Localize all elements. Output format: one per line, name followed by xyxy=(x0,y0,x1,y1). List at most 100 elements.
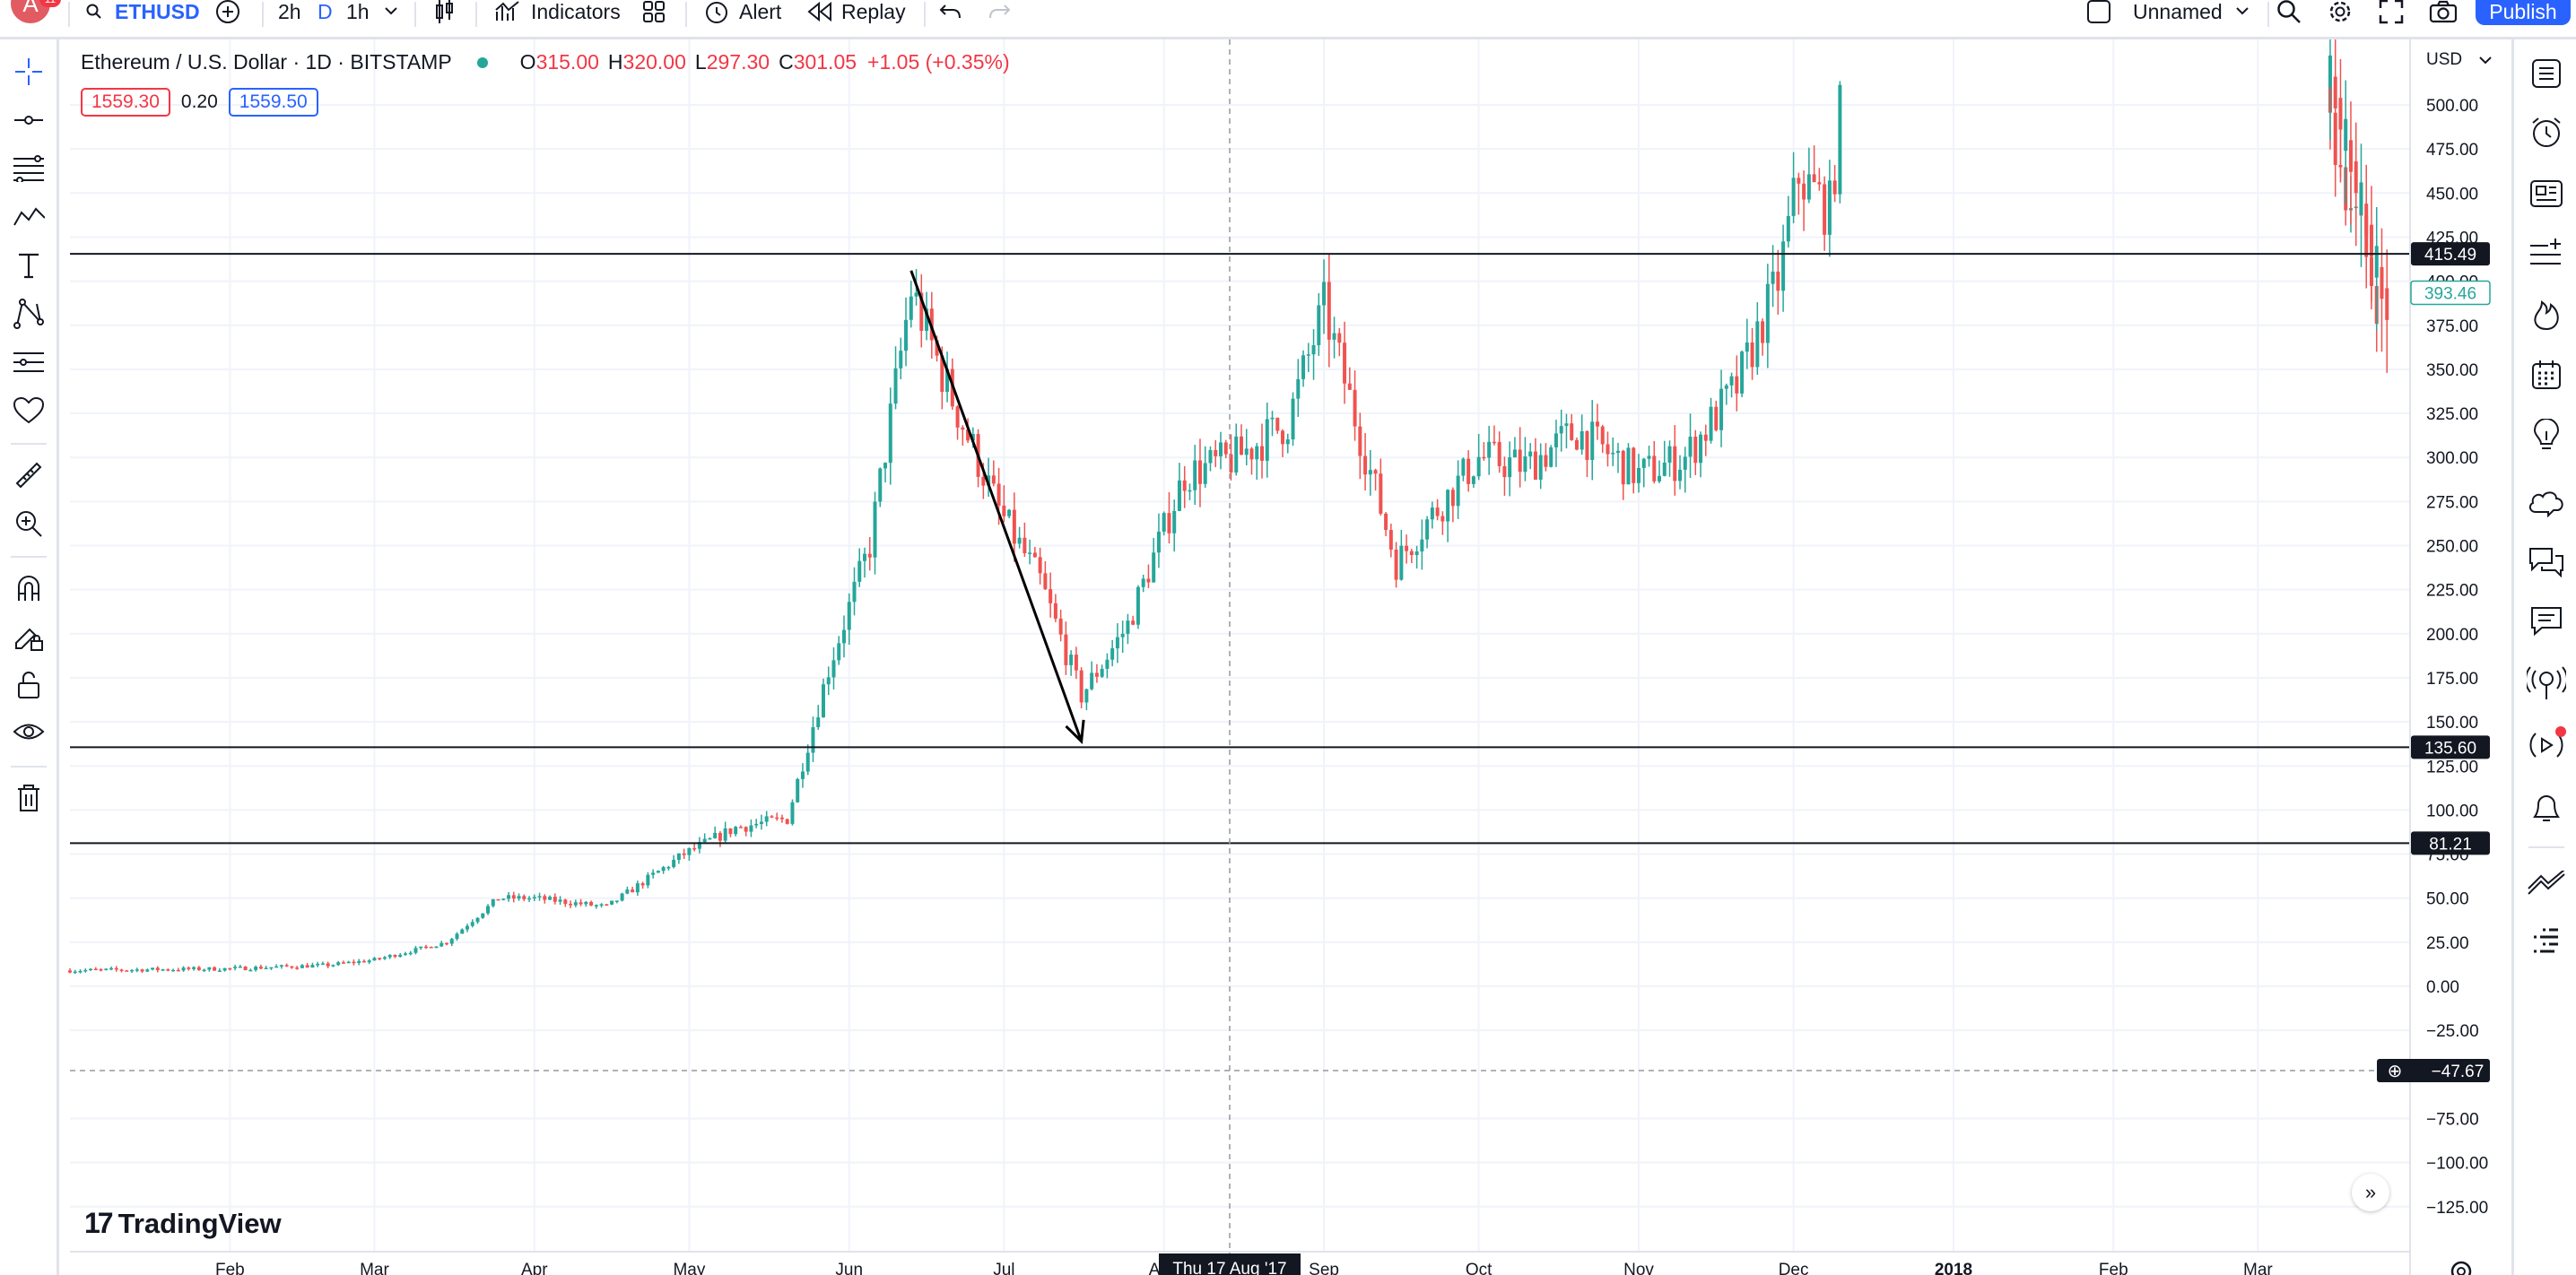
buy-sell-box[interactable]: 1559.30 0.20 1559.50 xyxy=(81,88,318,117)
candle-body xyxy=(1641,458,1646,468)
price-scale[interactable] xyxy=(2410,39,2511,1275)
layouts-button[interactable] xyxy=(642,0,666,23)
price-axis-labels: 415.49 135.60 81.21 393.46 ⊕ −47.67 xyxy=(2377,242,2491,1082)
tradingview-logo[interactable]: 17 TradingView xyxy=(84,1207,282,1240)
notifications-button[interactable] xyxy=(2527,787,2566,827)
measure-tool[interactable] xyxy=(13,459,45,491)
chevron-down-icon[interactable] xyxy=(2479,56,2492,65)
interval-2h[interactable]: 2h xyxy=(278,0,301,23)
currency-label[interactable]: USD xyxy=(2426,50,2462,69)
fullscreen-button[interactable] xyxy=(2379,0,2404,24)
interval-d[interactable]: D xyxy=(318,0,333,23)
legend-title[interactable]: Ethereum / U.S. Dollar · 1D · BITSTAMP xyxy=(81,50,452,74)
interval-d-label[interactable]: D xyxy=(318,0,333,23)
chart-type-button[interactable] xyxy=(434,0,456,23)
live-button[interactable] xyxy=(2527,724,2566,764)
publish-button[interactable]: Publish xyxy=(2476,0,2571,25)
candle-body xyxy=(83,969,88,972)
watchlist-button[interactable] xyxy=(2527,54,2566,93)
ideas-button[interactable] xyxy=(2527,416,2566,455)
alert-label[interactable]: Alert xyxy=(739,0,782,23)
candle-body xyxy=(816,717,821,728)
symbol-label[interactable]: ETHUSD xyxy=(115,0,200,23)
add-list-button[interactable] xyxy=(2527,233,2566,273)
hotlists-button[interactable] xyxy=(2527,294,2566,334)
interval-dropdown[interactable] xyxy=(384,0,398,23)
candle-body xyxy=(1347,383,1352,390)
lock-all-tool[interactable] xyxy=(13,669,45,701)
crosshair-tool[interactable] xyxy=(13,56,45,88)
layout-name[interactable]: Unnamed xyxy=(2133,0,2223,23)
fib-tool[interactable] xyxy=(13,152,45,185)
settings-gear-icon[interactable] xyxy=(2450,1261,2472,1275)
redo-button[interactable] xyxy=(988,0,1012,23)
indicators-label[interactable]: Indicators xyxy=(531,0,621,23)
trend-arrow-drawing[interactable] xyxy=(909,270,1085,744)
minds-button[interactable] xyxy=(2527,482,2566,522)
add-circle-icon[interactable]: ⊕ xyxy=(2388,1062,2403,1081)
alerts-button[interactable] xyxy=(2527,113,2566,152)
replay-label[interactable]: Replay xyxy=(841,0,906,23)
chart-legend[interactable]: Ethereum / U.S. Dollar · 1D · BITSTAMP O… xyxy=(81,50,1010,74)
candle-body xyxy=(1358,426,1362,456)
candle-body xyxy=(548,897,553,900)
prediction-tool[interactable] xyxy=(13,298,45,330)
candle-body xyxy=(987,475,991,486)
candle-body xyxy=(1017,537,1022,544)
zoom-in-tool[interactable] xyxy=(13,507,45,540)
text-tool[interactable] xyxy=(13,249,45,282)
candle-body xyxy=(1197,460,1202,484)
calendar-button[interactable] xyxy=(2527,355,2566,395)
candle-body xyxy=(1476,456,1481,477)
candle-body xyxy=(676,853,681,860)
candle-body xyxy=(790,802,795,824)
publish-label[interactable]: Publish xyxy=(2489,0,2557,23)
pattern-tool[interactable] xyxy=(13,201,45,233)
compare-button[interactable] xyxy=(215,0,240,23)
chats-button[interactable] xyxy=(2527,542,2566,581)
magnet-tool[interactable] xyxy=(13,572,45,604)
price-tick-label: 150.00 xyxy=(2426,714,2478,733)
candle-body xyxy=(1249,448,1254,460)
candle-body xyxy=(1384,513,1388,531)
candle-body xyxy=(764,816,769,822)
layout-selector[interactable]: Unnamed xyxy=(2086,0,2250,23)
candle-body xyxy=(893,368,898,404)
candle-body xyxy=(1399,545,1404,580)
messages-button[interactable] xyxy=(2527,601,2566,640)
undo-button[interactable] xyxy=(938,0,962,23)
candle-body xyxy=(1203,463,1207,484)
interval-1h-label[interactable]: 1h xyxy=(346,0,370,23)
hide-drawings-tool[interactable] xyxy=(13,717,45,750)
news-button[interactable] xyxy=(2527,174,2566,213)
candle-body xyxy=(1343,343,1347,384)
alert-button[interactable]: Alert xyxy=(703,0,781,23)
lock-drawings-tool[interactable] xyxy=(13,620,45,653)
remove-drawings-tool[interactable] xyxy=(13,782,45,814)
candle-body xyxy=(1058,618,1063,635)
streams-button[interactable] xyxy=(2527,664,2566,703)
replay-button[interactable]: Replay xyxy=(807,0,906,23)
sell-button[interactable]: 1559.30 xyxy=(81,88,170,117)
dom-button[interactable] xyxy=(2527,924,2566,963)
interval-2h-label[interactable]: 2h xyxy=(278,0,301,23)
candle-body xyxy=(2328,55,2332,88)
quick-search-button[interactable] xyxy=(2276,0,2302,23)
buy-button[interactable]: 1559.50 xyxy=(228,88,318,117)
indicators-button[interactable]: Indicators xyxy=(495,0,621,23)
interval-1h[interactable]: 1h xyxy=(346,0,370,23)
horizontal-lines[interactable] xyxy=(70,253,2410,845)
snapshot-button[interactable] xyxy=(2429,0,2458,23)
market-status-icon[interactable] xyxy=(476,56,488,68)
settings-button[interactable] xyxy=(2327,0,2354,23)
measure-lines-tool[interactable] xyxy=(13,346,45,378)
favorites-tool[interactable] xyxy=(13,395,45,427)
trading-button[interactable] xyxy=(2527,864,2566,904)
candle-body xyxy=(187,967,191,969)
candle-body xyxy=(1069,655,1074,665)
trend-line-tool[interactable] xyxy=(13,104,45,136)
candle-body xyxy=(569,904,573,906)
symbol-search[interactable]: ETHUSD xyxy=(86,0,200,23)
scroll-to-realtime-button[interactable]: » xyxy=(2352,1174,2389,1211)
